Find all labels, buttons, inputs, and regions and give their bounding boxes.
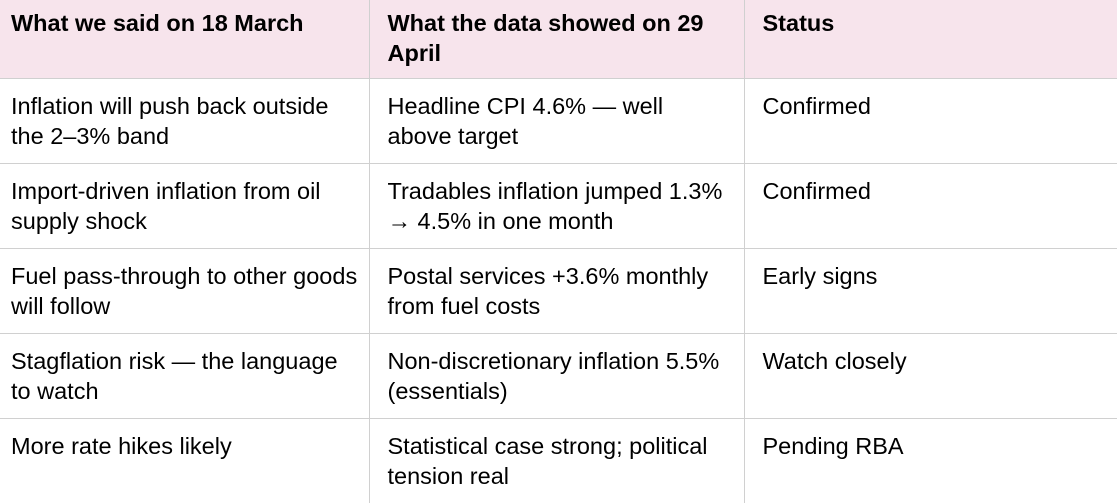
status-cell: Confirmed: [743, 163, 1117, 249]
table-row: Import-driven inflation from oil supply …: [0, 163, 1117, 249]
table-row: More rate hikes likely Statistical case …: [0, 418, 1117, 503]
table-row: Inflation will push back outside the 2–3…: [0, 78, 1117, 164]
status-cell: Confirmed: [743, 78, 1117, 164]
status-cell: Early signs: [743, 248, 1117, 334]
said-cell: Fuel pass-through to other goods will fo…: [0, 248, 369, 334]
data-cell: Statistical case strong; political tensi…: [368, 418, 744, 503]
data-cell: Headline CPI 4.6% — well above target: [368, 78, 744, 164]
data-cell: Postal services +3.6% monthly from fuel …: [368, 248, 744, 334]
status-cell: Watch closely: [743, 333, 1117, 419]
header-status: Status: [743, 0, 1117, 79]
said-cell: Import-driven inflation from oil supply …: [0, 163, 369, 249]
header-said: What we said on 18 March: [0, 0, 369, 79]
status-cell: Pending RBA: [743, 418, 1117, 503]
said-cell: Inflation will push back outside the 2–3…: [0, 78, 369, 164]
table-row: Stagflation risk — the language to watch…: [0, 333, 1117, 419]
data-cell: Non-discretionary inflation 5.5% (essent…: [368, 333, 744, 419]
header-data: What the data showed on 29 April: [368, 0, 744, 79]
data-cell: Tradables inflation jumped 1.3% → 4.5% i…: [368, 163, 744, 249]
table-row: Fuel pass-through to other goods will fo…: [0, 248, 1117, 334]
said-cell: More rate hikes likely: [11, 433, 232, 459]
said-cell: Stagflation risk — the language to watch: [0, 333, 369, 419]
header-row: What we said on 18 March What the data s…: [0, 0, 1117, 79]
